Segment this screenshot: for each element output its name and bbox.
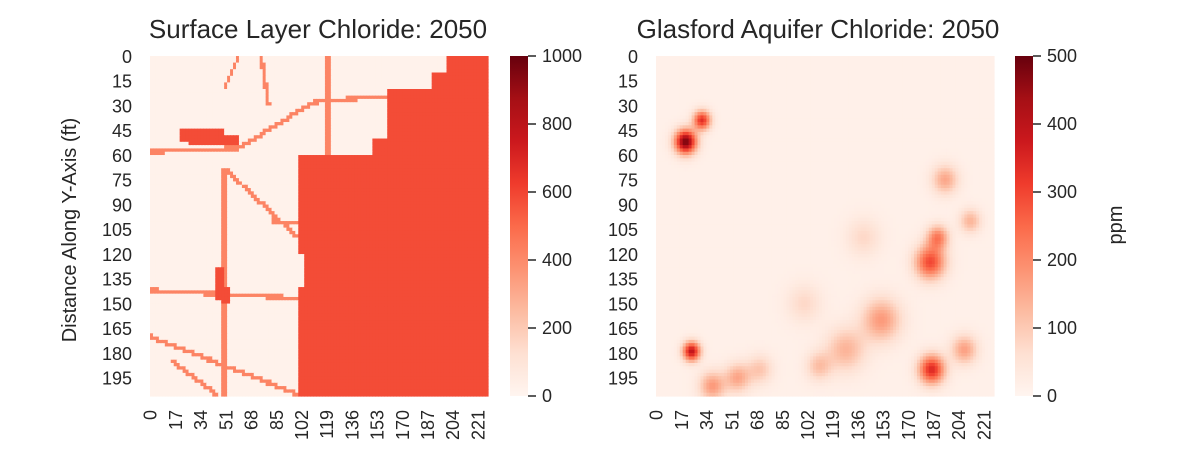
surface-layer-panel: Surface Layer Chloride: 2050 01530456075… xyxy=(59,14,582,440)
heatmap xyxy=(150,56,489,397)
chart-title: Surface Layer Chloride: 2050 xyxy=(149,14,487,44)
